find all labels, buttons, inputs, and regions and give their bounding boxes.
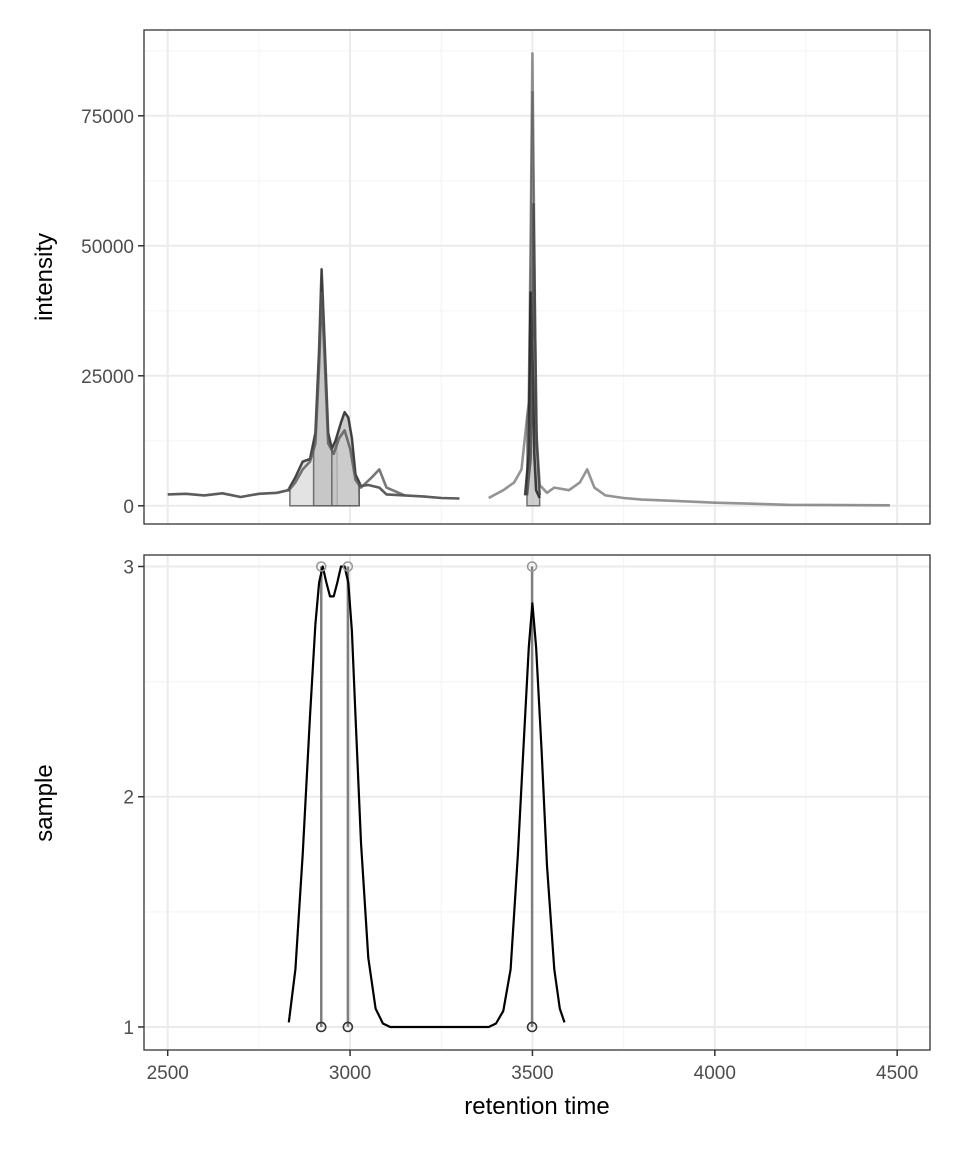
peak-point-bottom xyxy=(342,1021,354,1033)
x-tick-label: 3500 xyxy=(511,1063,553,1084)
plot-area xyxy=(287,561,566,1033)
y-axis-title-intensity: intensity xyxy=(31,233,58,321)
chromatogram-line xyxy=(488,52,890,507)
x-axis-title: retention time xyxy=(464,1093,609,1120)
chromatogram-line xyxy=(525,202,541,496)
y-tick-label: 0 xyxy=(123,497,134,518)
x-tick-label: 4500 xyxy=(876,1063,918,1084)
y-tick-label: 3 xyxy=(123,558,134,579)
x-tick-label: 2500 xyxy=(147,1063,189,1084)
x-tick-label: 3000 xyxy=(329,1063,371,1084)
y-tick-label: 75000 xyxy=(81,107,134,128)
peak-point-top xyxy=(342,561,354,572)
chromatogram-line xyxy=(287,291,406,497)
intensity-panel: 0 25000 50000 75000 xyxy=(81,29,931,525)
panel-border xyxy=(143,554,931,1051)
peak-point-top xyxy=(526,561,538,572)
y-tick-label: 1 xyxy=(123,1018,134,1039)
peak-point-top xyxy=(315,561,327,572)
peak-point-bottom xyxy=(315,1021,327,1033)
x-tick-label: 4000 xyxy=(694,1063,736,1084)
y-tick-label: 25000 xyxy=(81,367,134,388)
plot-area xyxy=(167,52,890,507)
panel-border xyxy=(143,29,931,525)
peak-point-bottom xyxy=(526,1021,538,1033)
y-tick-label: 2 xyxy=(123,788,134,809)
sample-panel: 1 2 3 2500 3000 3500 4000 4500 xyxy=(123,554,931,1084)
y-axis-title-sample: sample xyxy=(31,764,58,841)
density-curve xyxy=(287,565,566,1029)
y-tick-label: 50000 xyxy=(81,237,134,258)
